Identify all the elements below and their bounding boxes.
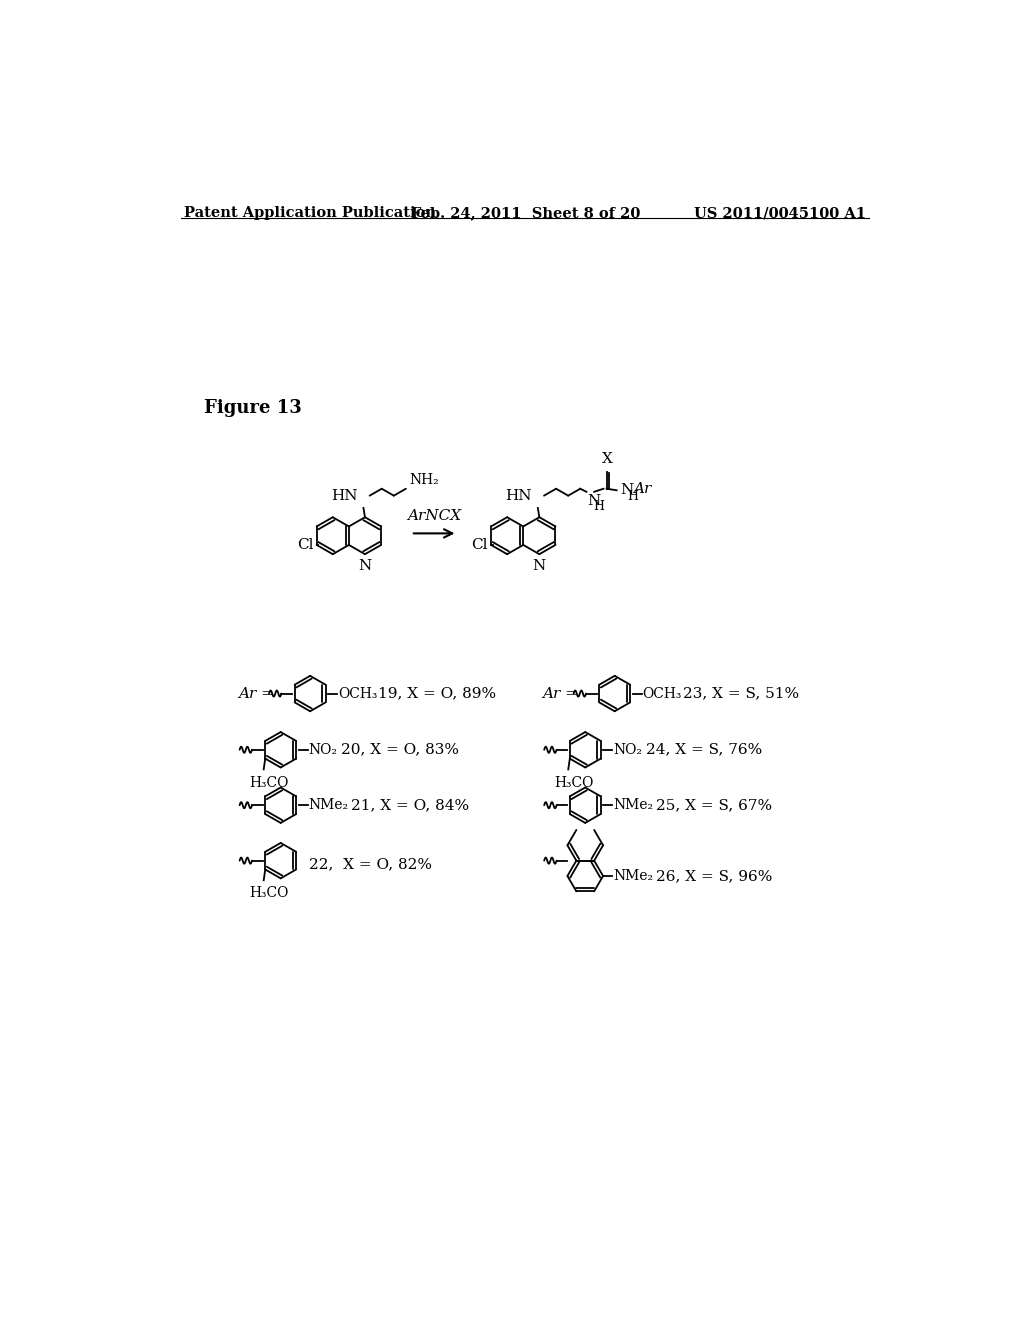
Text: H₃CO: H₃CO (250, 776, 289, 789)
Text: NMe₂: NMe₂ (613, 799, 653, 812)
Text: NMe₂: NMe₂ (308, 799, 349, 812)
Text: OCH₃: OCH₃ (338, 686, 378, 701)
Text: Cl: Cl (297, 539, 313, 552)
Text: N: N (358, 558, 372, 573)
Text: 21, X = O, 84%: 21, X = O, 84% (351, 799, 469, 812)
Text: H₃CO: H₃CO (250, 887, 289, 900)
Text: N: N (621, 483, 634, 498)
Text: 19, X = O, 89%: 19, X = O, 89% (378, 686, 497, 701)
Text: H: H (628, 490, 639, 503)
Text: Cl: Cl (471, 539, 487, 552)
Text: US 2011/0045100 A1: US 2011/0045100 A1 (694, 206, 866, 220)
Text: 20, X = O, 83%: 20, X = O, 83% (341, 743, 459, 756)
Text: NH₂: NH₂ (409, 473, 438, 487)
Text: NMe₂: NMe₂ (613, 869, 653, 883)
Text: Ar =: Ar = (238, 686, 274, 701)
Text: 22,  X = O, 82%: 22, X = O, 82% (309, 858, 432, 871)
Text: HN: HN (331, 488, 357, 503)
Text: 24, X = S, 76%: 24, X = S, 76% (646, 743, 762, 756)
Text: NO₂: NO₂ (308, 743, 338, 756)
Text: 23, X = S, 51%: 23, X = S, 51% (683, 686, 799, 701)
Text: H₃CO: H₃CO (554, 776, 594, 789)
Text: 26, X = S, 96%: 26, X = S, 96% (655, 869, 772, 883)
Text: N: N (587, 494, 600, 508)
Text: OCH₃: OCH₃ (643, 686, 682, 701)
Text: Figure 13: Figure 13 (204, 399, 302, 417)
Text: Feb. 24, 2011  Sheet 8 of 20: Feb. 24, 2011 Sheet 8 of 20 (411, 206, 640, 220)
Text: HN: HN (505, 488, 531, 503)
Text: Ar: Ar (633, 482, 651, 496)
Text: X: X (602, 451, 612, 466)
Text: N: N (532, 558, 546, 573)
Text: Patent Application Publication: Patent Application Publication (183, 206, 436, 220)
Text: H: H (594, 499, 604, 512)
Text: Ar =: Ar = (543, 686, 579, 701)
Text: 25, X = S, 67%: 25, X = S, 67% (655, 799, 772, 812)
Text: NO₂: NO₂ (613, 743, 642, 756)
Text: ArNCX: ArNCX (408, 508, 461, 523)
